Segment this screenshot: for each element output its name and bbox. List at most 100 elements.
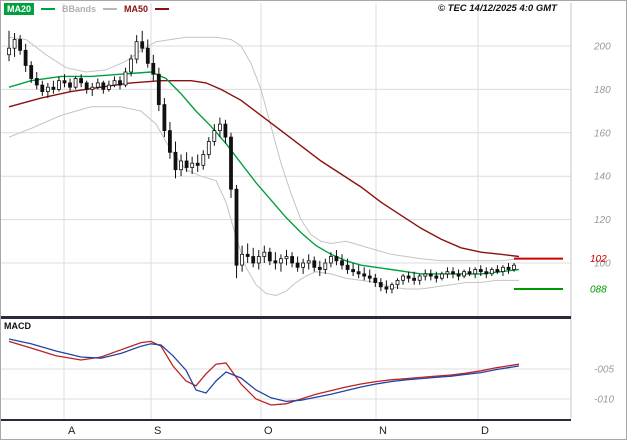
candle-body	[401, 275, 406, 281]
copyright-label: © TEC 14/12/2025 4:0 GMT	[438, 3, 557, 14]
candle-body	[362, 273, 367, 277]
month-label-S: S	[154, 425, 161, 437]
candle-body	[107, 84, 111, 90]
candle-body	[395, 279, 400, 286]
candle-body	[451, 271, 455, 275]
panel-divider	[1, 316, 571, 319]
bollinger-lower-line	[8, 106, 519, 297]
candle-body	[145, 47, 150, 64]
candle-body	[90, 86, 95, 90]
candle-body	[12, 39, 17, 49]
candle-body	[434, 275, 439, 279]
candle-body	[195, 162, 200, 166]
candle-body	[229, 136, 233, 190]
candle-body	[495, 269, 500, 273]
macd-line	[8, 340, 520, 406]
candle-body	[267, 251, 272, 262]
candle-body	[273, 260, 278, 264]
candle-body	[351, 269, 356, 273]
candle-body	[256, 256, 261, 264]
ma50-line	[8, 80, 520, 258]
candle-body	[467, 271, 472, 275]
ma20-line-swatch-icon	[41, 8, 56, 10]
candle-body	[18, 39, 23, 51]
price-tick-label: 180	[594, 85, 611, 96]
legend-item-ma20: MA20	[4, 3, 35, 15]
candle-body	[373, 277, 378, 283]
candles	[7, 30, 516, 294]
candle-body	[46, 86, 50, 92]
ma20-line	[8, 71, 520, 275]
candle-body	[129, 58, 134, 73]
candle-body	[34, 78, 39, 86]
candle-body	[112, 80, 117, 86]
month-label-D: D	[481, 425, 489, 437]
candle-body	[201, 154, 206, 166]
candle-body	[340, 260, 344, 266]
candle-body	[184, 160, 189, 168]
candle-body	[500, 266, 505, 272]
candle-body	[262, 251, 267, 257]
candle-body	[134, 41, 139, 60]
candle-body	[217, 123, 222, 131]
ma50-line-swatch-icon	[155, 8, 170, 10]
macd-signal-line	[8, 338, 520, 403]
candle-body	[323, 262, 328, 270]
x-axis-line	[1, 419, 571, 421]
candle-body	[223, 123, 228, 138]
candle-body	[156, 73, 161, 105]
price-tick-label: 100	[594, 259, 611, 270]
candle-body	[123, 71, 128, 86]
price-tick-label: 160	[594, 128, 611, 139]
candle-body	[473, 269, 478, 275]
candle-body	[68, 82, 72, 88]
candle-body	[445, 271, 450, 275]
candle-body	[245, 253, 250, 257]
candle-body	[57, 80, 61, 90]
legend: MA20 BBands MA50	[4, 3, 170, 15]
candle-body	[406, 275, 411, 279]
candle-body	[290, 256, 295, 264]
candle-body	[62, 80, 67, 84]
month-label-O: O	[264, 425, 273, 437]
candle-body	[29, 65, 34, 79]
candle-body	[190, 162, 195, 168]
candle-body	[306, 260, 311, 264]
candle-body	[367, 275, 372, 279]
macd-tick-label: -005	[594, 365, 614, 376]
candle-body	[212, 130, 217, 142]
candle-body	[84, 82, 89, 90]
level-label-088: 088	[590, 285, 607, 296]
candle-body	[162, 104, 167, 131]
candle-body	[173, 151, 178, 171]
candle-body	[417, 275, 422, 281]
candle-body	[151, 63, 156, 75]
candle-body	[334, 256, 339, 262]
candle-body	[512, 264, 516, 270]
candle-body	[378, 282, 383, 288]
candle-body	[389, 284, 394, 290]
candle-body	[118, 80, 122, 86]
candle-body	[428, 273, 433, 277]
candle-body	[312, 260, 317, 268]
candle-body	[506, 266, 511, 270]
candle-body	[439, 273, 444, 279]
candle-body	[7, 47, 11, 56]
macd-panel-title: MACD	[4, 321, 31, 331]
candle-body	[23, 49, 28, 66]
candle-body	[79, 78, 83, 84]
price-tick-label: 200	[593, 42, 611, 53]
bollinger-upper-line	[8, 36, 520, 262]
candle-body	[356, 271, 361, 275]
candle-body	[328, 256, 333, 264]
macd-tick-label: -010	[594, 395, 614, 406]
candle-body	[384, 286, 389, 290]
month-label-N: N	[379, 425, 387, 437]
candle-body	[179, 160, 183, 171]
candle-body	[206, 141, 211, 155]
candle-body	[140, 41, 145, 49]
price-tick-label: 120	[594, 215, 611, 226]
candle-body	[278, 258, 283, 264]
month-label-A: A	[68, 425, 76, 437]
